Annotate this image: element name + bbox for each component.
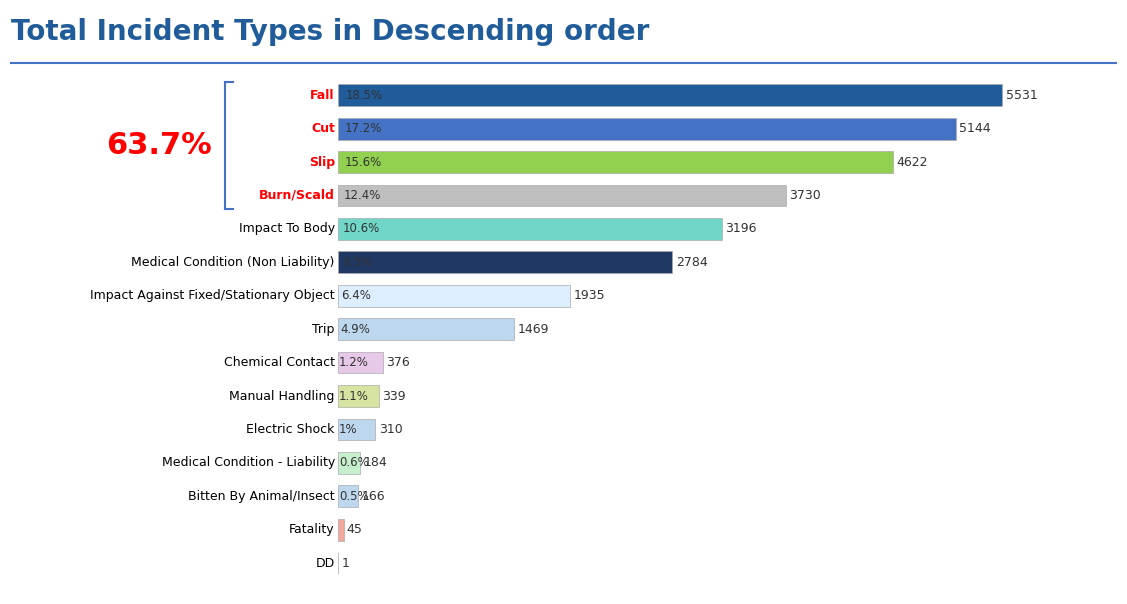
Bar — [338, 318, 515, 340]
Text: Slip: Slip — [309, 156, 335, 169]
Text: 3196: 3196 — [725, 222, 756, 236]
Text: 4.9%: 4.9% — [340, 323, 371, 336]
Text: Medical Condition - Liability: Medical Condition - Liability — [161, 457, 335, 469]
Text: Total Incident Types in Descending order: Total Incident Types in Descending order — [11, 18, 649, 46]
Text: 5531: 5531 — [1005, 89, 1037, 101]
Text: DD: DD — [316, 557, 335, 570]
Bar — [338, 85, 1002, 106]
Text: Cut: Cut — [311, 122, 335, 135]
Text: 1.1%: 1.1% — [339, 390, 369, 402]
Text: 1469: 1469 — [517, 323, 549, 336]
Bar — [338, 118, 956, 140]
Text: 10.6%: 10.6% — [343, 222, 380, 236]
Text: 18.5%: 18.5% — [345, 89, 382, 101]
Bar — [338, 519, 344, 541]
Text: Manual Handling: Manual Handling — [230, 390, 335, 402]
Text: 4622: 4622 — [896, 156, 928, 169]
Text: Trip: Trip — [312, 323, 335, 336]
Text: Fall: Fall — [310, 89, 335, 101]
Bar — [338, 151, 893, 173]
Text: 5144: 5144 — [959, 122, 991, 135]
Text: 0.6%: 0.6% — [339, 457, 369, 469]
Text: 1.2%: 1.2% — [339, 356, 369, 369]
Text: 2784: 2784 — [676, 256, 708, 269]
Text: 45: 45 — [347, 523, 363, 536]
Text: Chemical Contact: Chemical Contact — [224, 356, 335, 369]
Bar — [338, 452, 361, 474]
Text: 9.3%: 9.3% — [341, 256, 372, 269]
Text: 1935: 1935 — [574, 289, 605, 302]
Bar — [338, 185, 786, 207]
Text: Impact Against Fixed/Stationary Object: Impact Against Fixed/Stationary Object — [90, 289, 335, 302]
Bar — [338, 385, 379, 407]
Bar — [338, 486, 358, 507]
Text: Impact To Body: Impact To Body — [239, 222, 335, 236]
Text: 12.4%: 12.4% — [344, 189, 381, 202]
Text: 3730: 3730 — [789, 189, 822, 202]
Bar — [338, 419, 375, 440]
Text: 1%: 1% — [339, 423, 357, 436]
Text: 0.5%: 0.5% — [339, 490, 369, 503]
Text: Bitten By Animal/Insect: Bitten By Animal/Insect — [188, 490, 335, 503]
Bar — [338, 352, 383, 373]
Text: 15.6%: 15.6% — [344, 156, 382, 169]
Text: 17.2%: 17.2% — [345, 122, 382, 135]
Text: 339: 339 — [382, 390, 406, 402]
Bar — [338, 218, 722, 240]
Bar — [338, 251, 673, 273]
Text: 63.7%: 63.7% — [106, 131, 212, 160]
Text: 1: 1 — [341, 557, 349, 570]
Text: Electric Shock: Electric Shock — [247, 423, 335, 436]
Bar — [338, 285, 570, 307]
Text: Fatality: Fatality — [290, 523, 335, 536]
Text: 6.4%: 6.4% — [341, 289, 371, 302]
Text: 310: 310 — [379, 423, 402, 436]
Text: Medical Condition (Non Liability): Medical Condition (Non Liability) — [132, 256, 335, 269]
Text: Burn/Scald: Burn/Scald — [259, 189, 335, 202]
Text: 376: 376 — [387, 356, 410, 369]
Text: 184: 184 — [364, 457, 388, 469]
Text: 166: 166 — [362, 490, 385, 503]
